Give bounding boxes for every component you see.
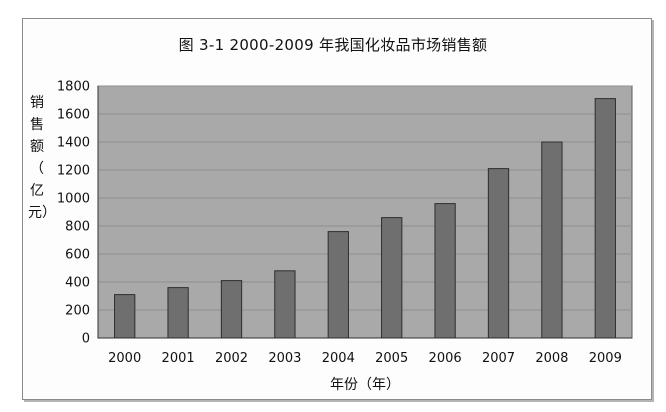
y-axis-label-char: 亿 — [30, 183, 44, 199]
y-tick-label: 200 — [65, 304, 90, 319]
x-axis-label: 年份（年） — [330, 377, 400, 393]
y-axis-label: 销 售 额 （ 亿 元） — [28, 92, 56, 224]
y-tick-label: 1800 — [57, 80, 90, 95]
bar — [434, 203, 456, 339]
chart-title: 图 3-1 2000-2009 年我国化妆品市场销售额 — [178, 36, 488, 54]
x-tick-label: 2004 — [322, 351, 355, 366]
bar — [274, 270, 296, 339]
y-tick-label: 800 — [65, 220, 90, 235]
y-tick-label: 0 — [82, 332, 90, 347]
bar — [541, 141, 563, 339]
x-tick-label: 2002 — [215, 351, 248, 366]
bar — [487, 168, 510, 339]
x-tick-label: 2008 — [535, 351, 568, 366]
y-axis-label-char: 销 — [30, 95, 44, 111]
y-tick-label: 1600 — [57, 108, 90, 123]
y-tick-label: 1400 — [57, 136, 90, 151]
x-tick-label: 2005 — [375, 351, 408, 366]
x-tick-label: 2003 — [268, 351, 301, 366]
bar — [167, 287, 189, 339]
bar — [594, 98, 616, 339]
y-axis-label-char: 额 — [30, 139, 44, 155]
y-tick-label: 600 — [65, 248, 90, 263]
x-tick-label: 2001 — [162, 351, 195, 366]
y-tick-label: 1000 — [57, 192, 90, 207]
x-tick-label: 2006 — [429, 351, 462, 366]
x-tick-label: 2009 — [589, 351, 622, 366]
y-tick-label: 400 — [65, 276, 90, 291]
bar — [327, 231, 349, 339]
x-tick-label: 2000 — [108, 351, 141, 366]
y-axis-label-char: 售 — [30, 117, 44, 133]
bar — [220, 280, 243, 339]
y-tick-label: 1200 — [57, 164, 90, 179]
bar — [381, 217, 403, 339]
bar — [114, 294, 136, 339]
x-tick-label: 2007 — [482, 351, 515, 366]
y-axis-label-char: （ — [30, 161, 44, 177]
